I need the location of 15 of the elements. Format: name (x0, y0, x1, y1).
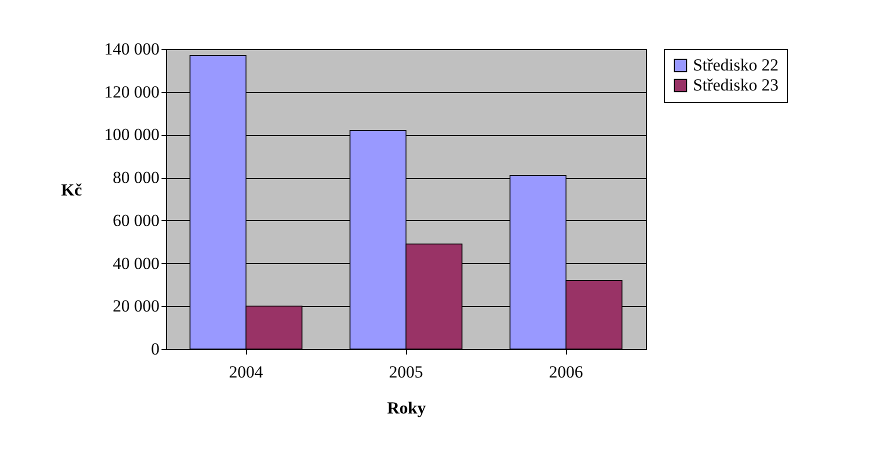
y-tick-label: 120 000 (104, 82, 160, 102)
x-tick-label: 2006 (549, 362, 583, 382)
y-tick-label: 60 000 (112, 210, 160, 230)
y-tick-label: 40 000 (112, 254, 160, 273)
y-tick-label: 80 000 (112, 168, 160, 188)
x-tick-label: 2004 (229, 362, 264, 382)
y-axis-title: Kč (61, 180, 82, 200)
legend-label: Středisko 23 (693, 76, 778, 94)
x-tick-label: 2005 (389, 362, 423, 382)
legend-label: Středisko 22 (693, 56, 778, 74)
y-tick-label: 100 000 (104, 125, 160, 144)
x-axis-title: Roky (387, 398, 426, 418)
y-tick-label: 140 000 (104, 40, 160, 58)
y-tick-label: 0 (151, 340, 160, 358)
y-tick-label: 20 000 (112, 296, 160, 316)
